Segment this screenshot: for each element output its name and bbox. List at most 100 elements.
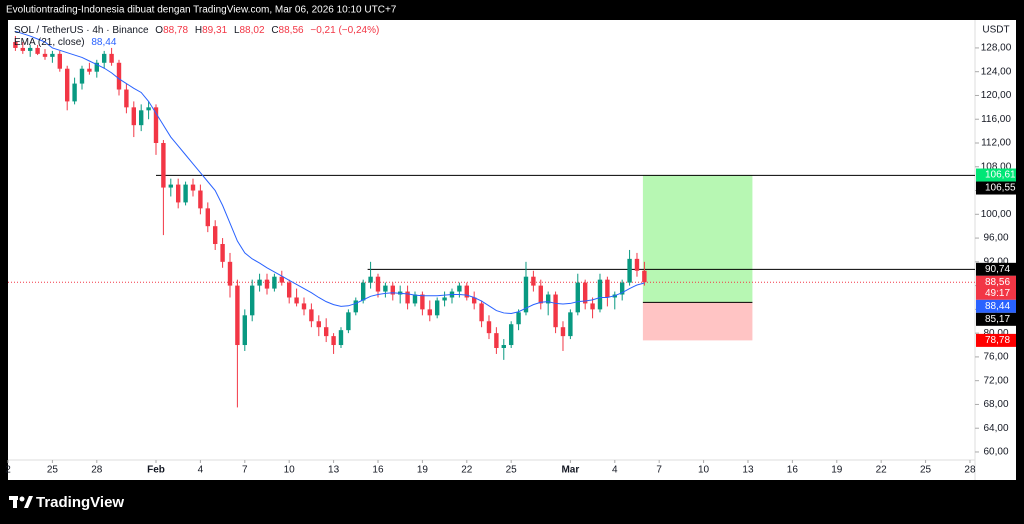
candle-body: [249, 285, 255, 316]
candle-body: [627, 258, 632, 283]
candle-body: [605, 279, 610, 298]
candle-body: [264, 279, 270, 289]
candle-body: [42, 53, 48, 57]
x-tick-label: 28: [964, 465, 976, 476]
x-tick-label: 4: [612, 465, 618, 476]
candle-body: [64, 68, 70, 102]
candle-body: [242, 315, 247, 346]
x-tick-label: 16: [372, 465, 384, 476]
candle-body: [87, 68, 92, 72]
countdown: 49:17: [985, 288, 1010, 299]
candle-body: [420, 294, 425, 310]
y-tick-label: 112,00: [981, 138, 1011, 149]
candle-body: [590, 303, 595, 310]
candle-body: [582, 282, 588, 304]
candle-body: [205, 208, 210, 227]
candle-body: [375, 276, 381, 292]
candle-body: [390, 285, 395, 295]
candle-body: [286, 282, 292, 298]
candle-body: [72, 83, 77, 102]
price-tag-label: 106,55: [985, 183, 1016, 194]
candle-body: [442, 297, 447, 301]
legend-line: SOL / TetherUS · 4h · Binance O88,78 H89…: [14, 25, 379, 36]
price-tag: [976, 312, 1016, 326]
x-tick-label: 10: [284, 465, 296, 476]
price-tag-label: 85,17: [985, 314, 1010, 325]
candle-body: [301, 303, 307, 310]
candle-body: [153, 107, 159, 143]
candle-body: [553, 294, 558, 328]
candle-body: [146, 107, 151, 111]
y-tick-label: 64,00: [983, 423, 1008, 434]
price-tag: [976, 275, 1016, 300]
candle-body: [597, 279, 603, 310]
y-tick-label: 96,00: [983, 233, 1008, 244]
candle-body: [212, 226, 218, 245]
candle-body: [279, 276, 284, 283]
x-tick-label: 4: [198, 465, 204, 476]
y-tick-label: 92,00: [983, 256, 1008, 267]
ohlc-value: 88,02: [240, 25, 265, 36]
candle-body: [501, 345, 506, 348]
symbol: SOL / TetherUS · 4h · Binance: [14, 25, 149, 36]
candle-body: [368, 276, 373, 283]
x-tick-label: 10: [698, 465, 710, 476]
price-tag-label: 88,56: [985, 277, 1010, 288]
candle-body: [227, 261, 233, 286]
candle-body: [531, 276, 536, 286]
candle-body: [405, 291, 410, 304]
y-tick-label: 68,00: [983, 399, 1008, 410]
candle-body: [272, 276, 277, 289]
candle-body: [35, 47, 40, 54]
x-tick-label: 19: [417, 465, 429, 476]
candle-body: [198, 190, 203, 209]
logo-icon: [19, 496, 25, 502]
y-tick-label: 128,00: [981, 43, 1012, 54]
ohlc-key: L: [234, 25, 240, 36]
plot: [8, 30, 975, 408]
x-tick-label: 7: [656, 465, 662, 476]
x-tick-label: 25: [920, 465, 932, 476]
y-tick-label: 80,00: [983, 328, 1008, 339]
price-tag-label: 78,78: [985, 335, 1010, 346]
ema-line: [15, 30, 645, 315]
candle-body: [294, 297, 299, 304]
x-tick-label: 13: [742, 465, 754, 476]
ohlc-key: H: [195, 25, 202, 36]
price-tag: [976, 299, 1016, 313]
candle-body: [494, 333, 499, 348]
candle-body: [138, 110, 144, 126]
logo: TradingView: [9, 494, 124, 511]
candle-body: [619, 282, 625, 295]
ema-label: EMA (21, close): [14, 37, 85, 48]
candle-body: [220, 244, 225, 262]
y-tick-label: 76,00: [983, 352, 1008, 363]
candle-body: [338, 330, 344, 346]
candle-body: [486, 321, 492, 334]
candle-body: [412, 294, 418, 304]
candle-body: [545, 294, 551, 304]
x-tick-label: 25: [47, 465, 59, 476]
candle-body: [323, 327, 329, 337]
candle-body: [131, 107, 136, 126]
candle-body: [309, 309, 314, 322]
candle-body: [50, 53, 55, 57]
candle-body: [457, 285, 462, 292]
candle-body: [175, 184, 181, 203]
y-tick-label: 120,00: [981, 90, 1012, 101]
candle-body: [161, 142, 166, 188]
stop-zone: [642, 302, 753, 341]
candle-body: [634, 258, 640, 271]
candle-body: [360, 282, 366, 301]
logo-text: TradingView: [36, 494, 124, 511]
ema-value: 88,44: [91, 37, 116, 48]
candle-body: [116, 62, 122, 90]
price-tag: [976, 168, 1016, 182]
candle-body: [331, 336, 336, 346]
chart-bg: [8, 20, 1016, 480]
x-tick-label: 25: [506, 465, 518, 476]
candle-body: [434, 300, 440, 316]
ohlc-value: 89,31: [202, 25, 227, 36]
candle-body: [383, 285, 388, 292]
